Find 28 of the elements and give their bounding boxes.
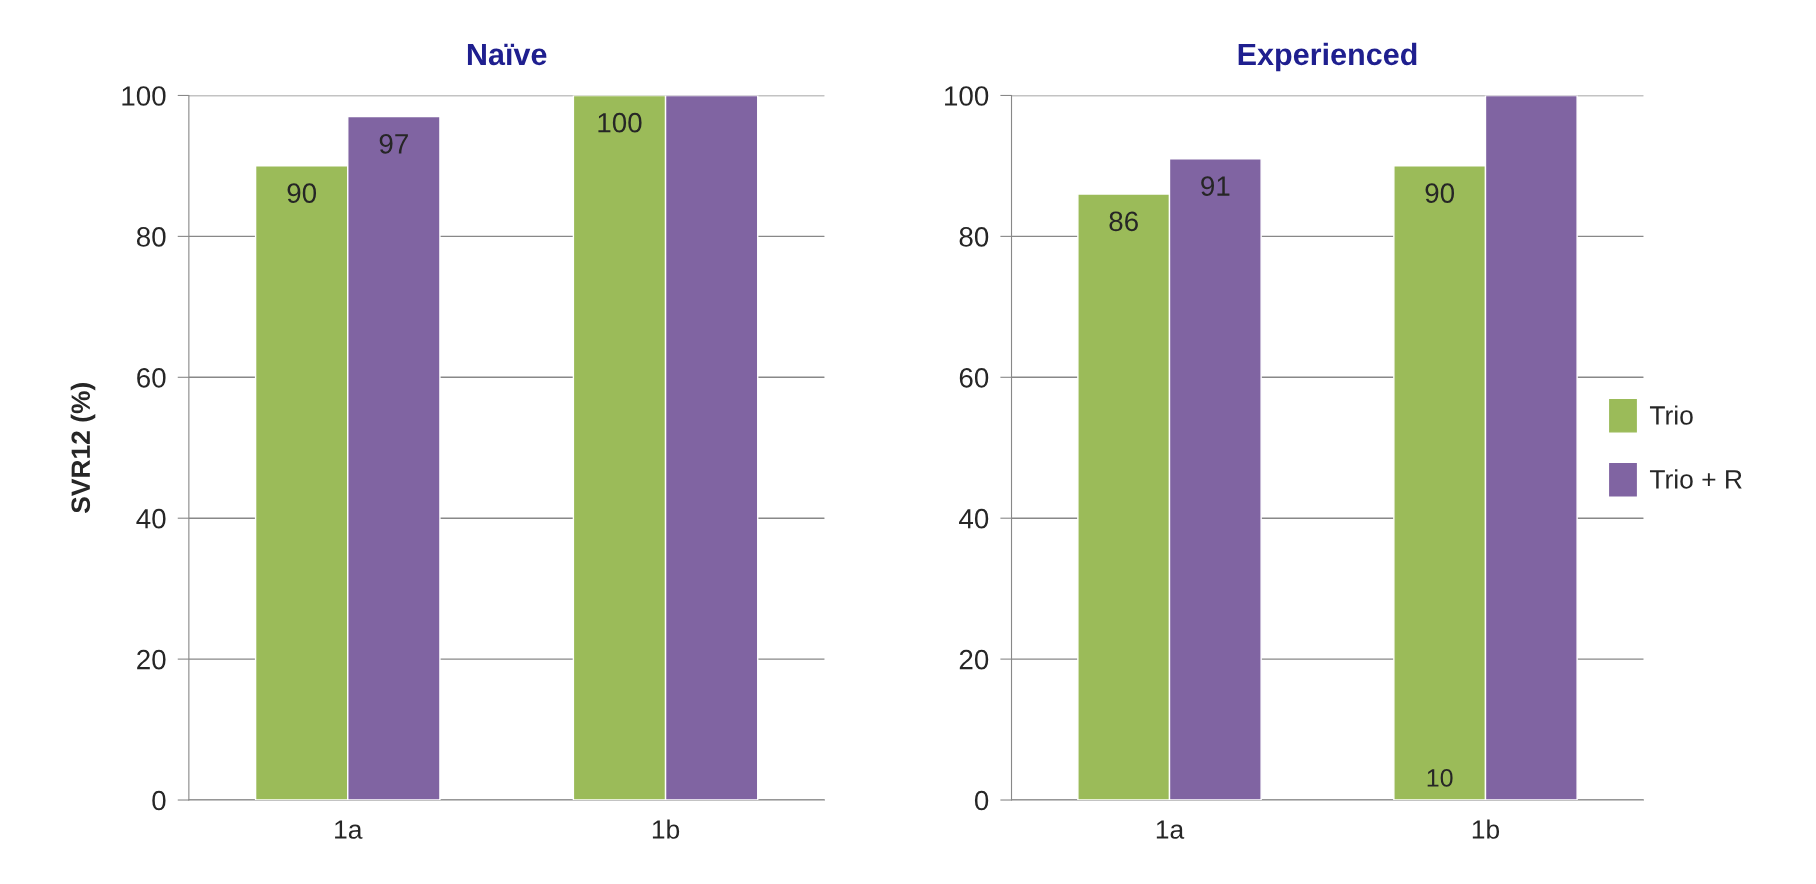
y-tick-label: 60 bbox=[137, 367, 166, 388]
data-label: 90 bbox=[1425, 183, 1455, 203]
x-tick-label: 1b bbox=[652, 819, 680, 839]
data-label: 86 bbox=[1109, 211, 1138, 232]
y-tick-label: 0 bbox=[974, 790, 989, 811]
chart-title: Experienced bbox=[1238, 42, 1417, 72]
y-tick-label: 20 bbox=[959, 649, 989, 670]
y-tick-label: 40 bbox=[959, 508, 989, 529]
y-tick-label: 80 bbox=[959, 227, 989, 247]
data-label: 90 bbox=[287, 183, 317, 203]
chart-title: Naïve bbox=[467, 43, 547, 66]
y-tick-label: 80 bbox=[136, 227, 166, 247]
x-tick-label: 1a bbox=[1156, 820, 1185, 839]
annotation: 10 bbox=[1427, 769, 1453, 787]
y-tick-label: 100 bbox=[122, 86, 166, 106]
y-tick-label: 60 bbox=[959, 367, 989, 388]
y-tick-label: 40 bbox=[136, 508, 166, 529]
data-label: 100 bbox=[598, 112, 642, 133]
y-tick-label: 20 bbox=[137, 649, 166, 670]
data-label: 91 bbox=[1201, 176, 1230, 196]
y-tick-label: 100 bbox=[945, 86, 989, 106]
y-axis-title: SVR12 (%) bbox=[70, 383, 96, 513]
x-tick-label: 1a bbox=[335, 820, 363, 839]
x-tick-label: 1b bbox=[1472, 819, 1500, 839]
y-tick-label: 0 bbox=[152, 790, 166, 811]
legend-label: Trio + R bbox=[1649, 469, 1742, 489]
legend-label: Trio bbox=[1649, 405, 1693, 425]
data-label: 97 bbox=[379, 134, 408, 154]
